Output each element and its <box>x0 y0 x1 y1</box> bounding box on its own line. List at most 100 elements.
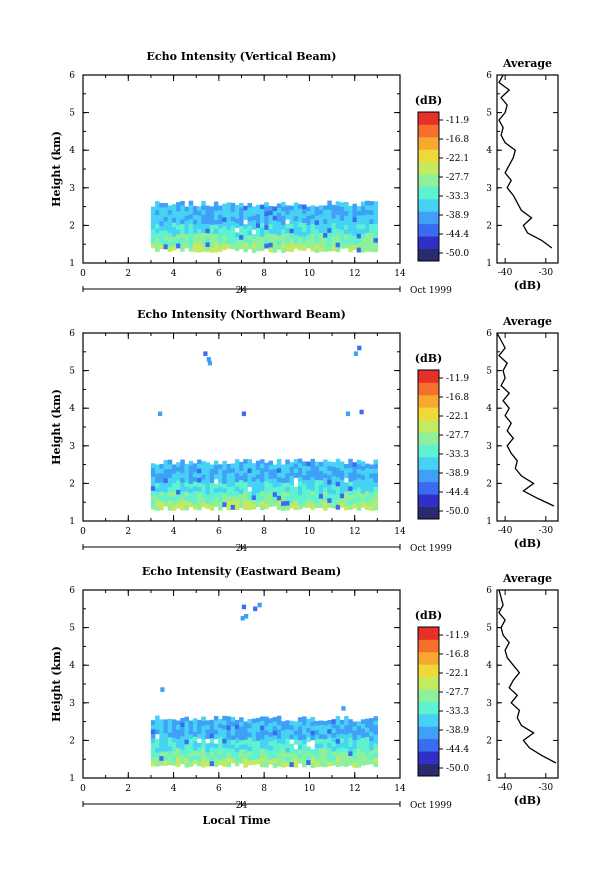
echo-cell <box>234 473 240 478</box>
colorbar-segment <box>418 481 439 495</box>
echo-cell <box>289 205 294 211</box>
echo-cell <box>188 200 194 206</box>
echo-cell <box>365 214 370 220</box>
echo-cell <box>197 482 202 488</box>
echo-cell <box>293 202 299 208</box>
colorbar-segment <box>418 124 439 138</box>
echo-cell <box>192 205 198 211</box>
echo-cell <box>310 486 315 492</box>
echo-cell <box>230 753 236 759</box>
echo-cell <box>184 243 189 249</box>
echo-cell <box>213 720 219 726</box>
echo-cell <box>239 212 244 217</box>
echo-cell <box>310 491 315 496</box>
echo-cell <box>373 477 378 483</box>
echo-cell <box>281 473 286 479</box>
echo-cell <box>209 729 215 734</box>
echo-cell <box>230 225 236 231</box>
echo-cell <box>285 464 290 470</box>
echo-cell <box>344 496 349 502</box>
echo-cell <box>176 471 181 477</box>
y-tick-label: 1 <box>69 517 75 527</box>
echo-cell <box>218 237 223 243</box>
echo-cell <box>260 473 265 478</box>
echo-cell <box>323 214 328 220</box>
echo-cell <box>289 489 294 495</box>
echo-cell <box>255 465 261 471</box>
echo-cell <box>289 734 294 740</box>
profile-y-tick-label: 6 <box>486 586 492 596</box>
echo-cell <box>318 475 324 481</box>
echo-cell <box>356 725 362 731</box>
echo-cell <box>276 720 282 726</box>
echo-cell <box>314 739 320 745</box>
echo-cell <box>327 720 332 725</box>
echo-cell <box>167 505 173 511</box>
echo-cell <box>365 723 370 729</box>
echo-cell <box>239 207 244 213</box>
echo-cell <box>167 210 173 215</box>
echo-cell <box>239 216 244 222</box>
echo-cell <box>192 242 198 248</box>
echo-cell <box>281 758 286 763</box>
echo-cell <box>255 759 261 765</box>
echo-cell <box>369 722 374 728</box>
echo-cell <box>373 224 378 230</box>
echo-cell <box>285 720 290 726</box>
echo-cell <box>255 241 261 247</box>
echo-cell <box>264 229 269 235</box>
echo-cell <box>230 486 236 492</box>
echo-cell <box>218 478 223 483</box>
x-tick-label: 14 <box>394 269 406 279</box>
echo-cell <box>226 734 231 740</box>
profile-y-tick-label: 4 <box>486 661 492 671</box>
echo-cell <box>289 214 294 220</box>
echo-cell <box>352 503 357 509</box>
echo-cell <box>268 741 273 747</box>
echo-cell <box>285 210 290 215</box>
echo-cell <box>176 220 181 226</box>
echo-cell <box>314 475 320 481</box>
echo-cell <box>281 234 286 240</box>
echo-cell <box>171 760 177 766</box>
echo-cell <box>272 492 278 498</box>
echo-cell <box>192 755 198 760</box>
colorbar-tick-label: -38.9 <box>446 469 469 479</box>
echo-cell <box>209 752 215 757</box>
echo-cell <box>260 468 265 474</box>
echo-cell <box>218 728 223 733</box>
echo-cell <box>276 468 282 474</box>
echo-cell <box>205 747 210 753</box>
echo-cell <box>369 505 374 511</box>
echo-cell <box>171 492 177 497</box>
echo-cell <box>276 500 282 506</box>
echo-cell <box>205 228 210 234</box>
chart-title: Echo Intensity (Vertical Beam) <box>146 50 336 63</box>
echo-cell <box>297 204 303 210</box>
echo-cell <box>356 243 362 248</box>
echo-cell <box>180 200 185 206</box>
echo-cell <box>247 737 252 743</box>
profile-x-tick-label: -30 <box>539 783 554 793</box>
echo-cell <box>272 206 278 212</box>
x-tick-label: 0 <box>80 527 86 537</box>
echo-cell <box>344 468 349 474</box>
echo-cell <box>281 206 286 212</box>
echo-cell <box>297 504 303 510</box>
echo-cell <box>222 483 227 489</box>
echo-cell <box>171 478 177 484</box>
echo-cell <box>365 755 370 761</box>
echo-cell <box>260 491 265 497</box>
echo-cell <box>302 475 307 481</box>
echo-cell <box>205 499 210 505</box>
profile-title: Average <box>502 315 552 328</box>
echo-cell <box>201 461 206 466</box>
echo-cell <box>369 482 374 488</box>
echo-cell <box>260 716 265 722</box>
echo-cell <box>180 487 185 492</box>
echo-cell <box>188 205 194 211</box>
echo-cell <box>281 202 286 207</box>
echo-cell <box>360 751 366 757</box>
echo-cell <box>243 224 248 230</box>
echo-cell <box>369 750 374 756</box>
